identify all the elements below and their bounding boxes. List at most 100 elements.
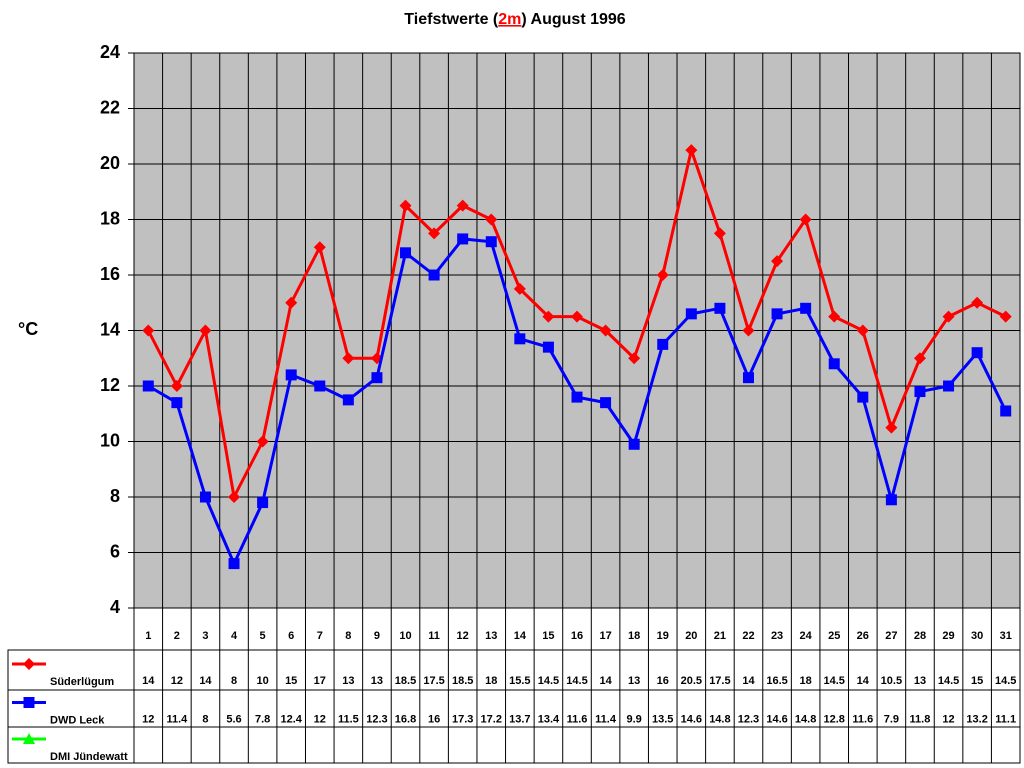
marker (571, 310, 583, 323)
marker (142, 380, 154, 392)
table-value: 11.4 (166, 713, 188, 725)
marker (971, 296, 984, 309)
marker (999, 310, 1012, 323)
table-value: 18 (485, 675, 497, 687)
y-tick-label: 10 (100, 430, 120, 450)
y-tick-label: 4 (110, 597, 120, 617)
table-value: 12.4 (280, 713, 302, 725)
legend-label: Süderlügum (50, 676, 114, 688)
table-value: 18 (800, 675, 812, 687)
x-tick-label: 2 (174, 630, 180, 642)
table-value: 14.6 (681, 713, 702, 725)
table-value: 14.5 (938, 675, 959, 687)
y-tick-label: 18 (100, 208, 120, 228)
marker (170, 380, 183, 392)
x-tick-label: 15 (542, 630, 554, 642)
marker (171, 397, 183, 409)
x-tick-label: 26 (857, 630, 869, 642)
marker (600, 397, 612, 409)
x-tick-label: 21 (714, 630, 726, 642)
table-value: 13 (628, 675, 640, 687)
table-value: 12.3 (366, 713, 387, 725)
table-value: 5.6 (226, 713, 241, 725)
table-value: 17.5 (423, 675, 444, 687)
marker (428, 227, 441, 240)
marker (599, 324, 612, 337)
table-value: 17.2 (481, 713, 502, 725)
marker (657, 338, 669, 350)
marker (313, 241, 326, 254)
table-value: 13 (371, 675, 383, 687)
x-tick-label: 5 (260, 630, 266, 642)
table-value: 14 (857, 675, 870, 687)
table-value: 12 (942, 713, 954, 725)
marker (199, 491, 211, 503)
table-value: 14.5 (538, 675, 559, 687)
marker (885, 494, 897, 506)
marker (399, 199, 412, 212)
table-value: 14 (742, 675, 755, 687)
table-value: 12.8 (824, 713, 845, 725)
table-value: 16 (428, 713, 440, 725)
chart-title: Tiefstwerte (2m) August 1996 (404, 11, 626, 28)
marker (799, 213, 812, 226)
x-tick-label: 8 (345, 630, 351, 642)
table-value: 14.8 (709, 713, 730, 725)
marker (542, 310, 555, 323)
x-tick-label: 19 (657, 630, 669, 642)
y-tick-label: 22 (100, 97, 120, 117)
x-tick-label: 17 (599, 630, 611, 642)
y-tick-label: 16 (100, 264, 120, 284)
table-value: 18.5 (452, 675, 473, 687)
marker (342, 394, 354, 406)
x-tick-label: 27 (885, 630, 897, 642)
x-tick-label: 13 (485, 630, 497, 642)
table-value: 7.9 (884, 713, 899, 725)
marker (942, 310, 955, 323)
marker (800, 302, 812, 314)
table-value: 11.8 (910, 713, 931, 725)
x-tick-label: 9 (374, 630, 380, 642)
marker (771, 255, 784, 268)
marker (256, 435, 269, 448)
table-value: 11.1 (995, 713, 1016, 725)
x-tick-label: 1 (145, 630, 151, 642)
x-tick-label: 10 (399, 630, 411, 642)
table-value: 7.8 (255, 713, 270, 725)
y-tick-label: 6 (110, 541, 120, 561)
table-value: 14 (199, 675, 212, 687)
marker (228, 558, 240, 570)
marker (713, 227, 726, 240)
marker (856, 324, 869, 337)
data-table (7, 649, 1021, 764)
x-tick-label: 20 (685, 630, 697, 642)
marker (742, 372, 754, 384)
x-tick-label: 7 (317, 630, 323, 642)
marker (971, 347, 983, 359)
marker (485, 213, 498, 226)
table-value: 14 (142, 675, 155, 687)
table-value: 14.5 (566, 675, 587, 687)
x-tick-label: 24 (800, 630, 813, 642)
table-value: 18.5 (395, 675, 416, 687)
table-value: 14 (599, 675, 612, 687)
y-tick-label: 24 (100, 42, 120, 62)
marker (23, 733, 35, 744)
marker (828, 310, 841, 323)
table-value: 9.9 (627, 713, 642, 725)
table-value: 13.7 (509, 713, 530, 725)
x-tick-label: 6 (288, 630, 294, 642)
marker (685, 308, 697, 320)
marker (828, 358, 840, 370)
table-value: 13 (342, 675, 354, 687)
marker (428, 269, 440, 281)
x-tick-label: 23 (771, 630, 783, 642)
table-value: 16.5 (766, 675, 787, 687)
marker (142, 324, 155, 337)
table-value: 20.5 (681, 675, 702, 687)
x-tick-label: 3 (202, 630, 208, 642)
title-part: ) August 1996 (521, 11, 625, 28)
x-tick-label: 16 (571, 630, 583, 642)
y-tick-label: 12 (100, 375, 120, 395)
table-value: 15 (285, 675, 297, 687)
